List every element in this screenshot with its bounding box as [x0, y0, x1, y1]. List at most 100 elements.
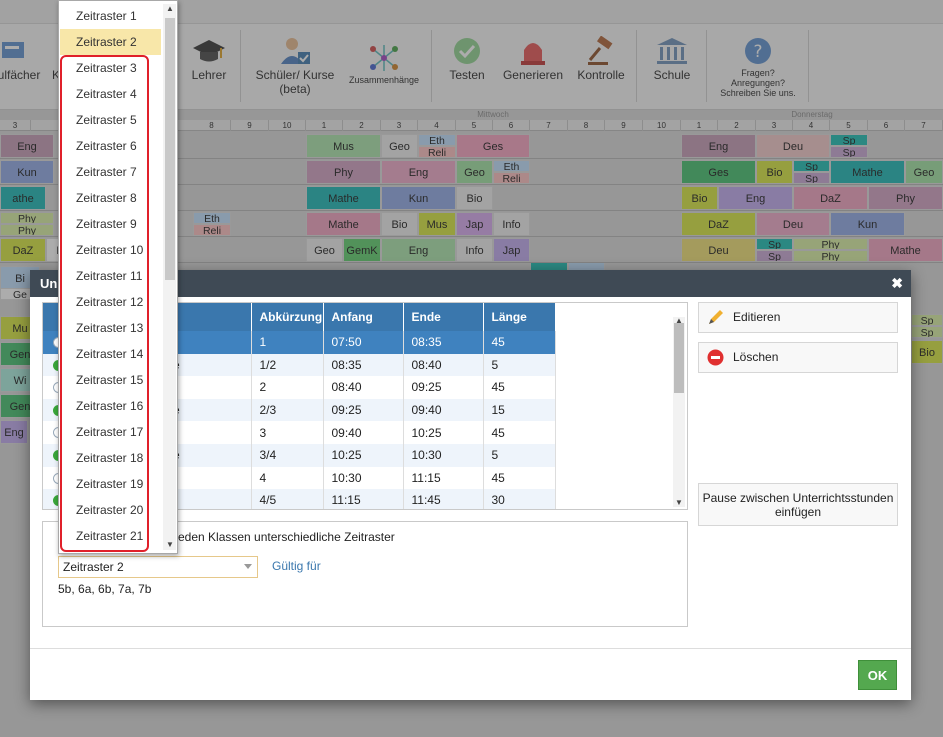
table-scrollbar[interactable]: ▲ ▼	[673, 317, 685, 507]
dropdown-option[interactable]: Zeitraster 4	[76, 87, 137, 101]
lesson-cell[interactable]: Geo	[306, 238, 343, 262]
lesson-cell[interactable]: Reli	[493, 172, 530, 184]
lesson-cell[interactable]: Sp	[793, 160, 830, 172]
toolbar-test-button[interactable]: Testen	[444, 32, 490, 106]
dropdown-option[interactable]: Zeitraster 6	[76, 139, 137, 153]
lesson-cell[interactable]: Bio	[381, 212, 418, 236]
lesson-cell[interactable]: Sp	[793, 172, 830, 184]
lesson-cell[interactable]: Mathe	[830, 160, 905, 184]
dropdown-option[interactable]: Zeitraster 20	[76, 503, 144, 517]
lesson-cell[interactable]: Eth	[493, 160, 530, 172]
lesson-cell[interactable]: Geo	[381, 134, 418, 158]
delete-button[interactable]: Löschen	[698, 342, 898, 373]
scroll-down-icon[interactable]: ▼	[166, 540, 174, 549]
dropdown-option[interactable]: Zeitraster 13	[76, 321, 144, 335]
lesson-cell[interactable]: Bio	[756, 160, 793, 184]
dropdown-option[interactable]: Zeitraster 3	[76, 61, 137, 75]
lesson-cell[interactable]: DaZ	[681, 212, 756, 236]
lesson-cell[interactable]: athe	[0, 186, 46, 210]
toolbar-classes-button[interactable]: K	[50, 32, 62, 106]
lesson-cell[interactable]: Reli	[418, 146, 456, 158]
lesson-cell[interactable]: Geo	[905, 160, 943, 184]
lesson-cell[interactable]: Deu	[681, 238, 756, 262]
dropdown-option[interactable]: Zeitraster 5	[76, 113, 137, 127]
lesson-cell[interactable]: Geo	[456, 160, 493, 184]
lesson-cell[interactable]: Mus	[418, 212, 456, 236]
lesson-cell[interactable]: Mathe	[306, 212, 381, 236]
lesson-cell[interactable]: Mathe	[306, 186, 381, 210]
lesson-cell[interactable]: Bio	[681, 186, 718, 210]
dropdown-option[interactable]: Zeitraster 9	[76, 217, 137, 231]
lesson-cell[interactable]: Sp	[911, 326, 943, 338]
insert-break-button[interactable]: Pause zwischen Unterrichtsstunden einfüg…	[698, 483, 898, 526]
lesson-cell[interactable]: Sp	[756, 250, 793, 262]
lesson-cell[interactable]: Sp	[830, 146, 868, 158]
scroll-down-icon[interactable]: ▼	[675, 498, 683, 507]
toolbar-control-button[interactable]: Kontrolle	[574, 32, 628, 106]
dropdown-option[interactable]: Zeitraster 2	[60, 29, 161, 55]
dropdown-option[interactable]: Zeitraster 16	[76, 399, 144, 413]
lesson-cell[interactable]: Mathe	[868, 238, 943, 262]
lesson-cell[interactable]: Deu	[756, 134, 830, 158]
lesson-cell[interactable]: GemK	[343, 238, 381, 262]
lesson-cell[interactable]: Eth	[193, 212, 231, 224]
dropdown-option[interactable]: Zeitraster 12	[76, 295, 144, 309]
dropdown-option[interactable]: Zeitraster 17	[76, 425, 144, 439]
dropdown-scrollbar[interactable]: ▲ ▼	[163, 4, 176, 550]
lesson-cell[interactable]: Mus	[306, 134, 381, 158]
toolbar-teacher-button[interactable]: Lehrer	[186, 32, 232, 106]
column-header-end[interactable]: Ende	[403, 303, 484, 331]
lesson-cell[interactable]: DaZ	[0, 238, 46, 262]
dropdown-option[interactable]: Zeitraster 18	[76, 451, 144, 465]
lesson-cell[interactable]: Reli	[193, 224, 231, 236]
lesson-cell[interactable]: Kun	[0, 160, 54, 184]
lesson-cell[interactable]: Deu	[756, 212, 830, 236]
lesson-cell[interactable]: Ges	[456, 134, 530, 158]
lesson-cell[interactable]: Phy	[868, 186, 943, 210]
lesson-cell[interactable]: Ges	[681, 160, 756, 184]
lesson-cell[interactable]: Eth	[418, 134, 456, 146]
lesson-cell[interactable]: Phy	[306, 160, 381, 184]
toolbar-feedback-button[interactable]: ? Fragen? Anregungen? Schreiben Sie uns.	[714, 32, 802, 106]
dropdown-option[interactable]: Zeitraster 14	[76, 347, 144, 361]
lesson-cell[interactable]: Eng	[718, 186, 793, 210]
dropdown-option[interactable]: Zeitraster 15	[76, 373, 144, 387]
lesson-cell[interactable]: Info	[456, 238, 493, 262]
dropdown-option[interactable]: Zeitraster 11	[76, 269, 143, 283]
lesson-cell[interactable]: Jap	[493, 238, 530, 262]
time-grid-select[interactable]: Zeitraster 2	[58, 556, 258, 578]
toolbar-subjects-button[interactable]: ulfächer	[0, 32, 42, 106]
lesson-cell[interactable]: Phy	[793, 238, 868, 250]
lesson-cell[interactable]: Sp	[911, 314, 943, 326]
column-header-length[interactable]: Länge	[483, 303, 556, 331]
lesson-cell[interactable]: Eng	[0, 420, 28, 444]
dropdown-option[interactable]: Zeitraster 8	[76, 191, 137, 205]
dropdown-option[interactable]: Zeitraster 10	[76, 243, 144, 257]
time-grid-dropdown-list[interactable]: Zeitraster 1 Zeitraster 2 Zeitraster 3 Zeit…	[58, 0, 178, 554]
lesson-cell[interactable]: Jap	[456, 212, 493, 236]
close-icon[interactable]: ✖	[891, 275, 903, 291]
valid-for-link[interactable]: Gültig für	[272, 559, 321, 573]
dropdown-option[interactable]: Zeitraster 7	[76, 165, 137, 179]
lesson-cell[interactable]: Sp	[830, 134, 868, 146]
lesson-cell[interactable]: Sp	[756, 238, 793, 250]
lesson-cell[interactable]: Phy	[0, 212, 54, 224]
scrollbar-thumb[interactable]	[165, 18, 175, 280]
lesson-cell[interactable]: Eng	[381, 160, 456, 184]
ok-button[interactable]: OK	[858, 660, 897, 690]
lesson-cell[interactable]: Kun	[830, 212, 905, 236]
edit-button[interactable]: Editieren	[698, 302, 898, 333]
lesson-cell[interactable]: DaZ	[793, 186, 868, 210]
lesson-cell[interactable]: Kun	[381, 186, 456, 210]
lesson-cell[interactable]: Eng	[381, 238, 456, 262]
scroll-up-icon[interactable]: ▲	[675, 316, 683, 325]
toolbar-school-button[interactable]: Schule	[648, 32, 696, 106]
toolbar-students-button[interactable]: Schüler/ Kurse (beta)	[252, 32, 338, 106]
column-header-abbreviation[interactable]: Abkürzung	[251, 303, 324, 331]
lesson-cell[interactable]: Phy	[793, 250, 868, 262]
lesson-cell[interactable]: Bio	[456, 186, 493, 210]
lesson-cell[interactable]: Info	[493, 212, 530, 236]
dropdown-option[interactable]: Zeitraster 21	[76, 529, 144, 543]
toolbar-generate-button[interactable]: Generieren	[500, 32, 566, 106]
lesson-cell[interactable]: Eng	[681, 134, 756, 158]
